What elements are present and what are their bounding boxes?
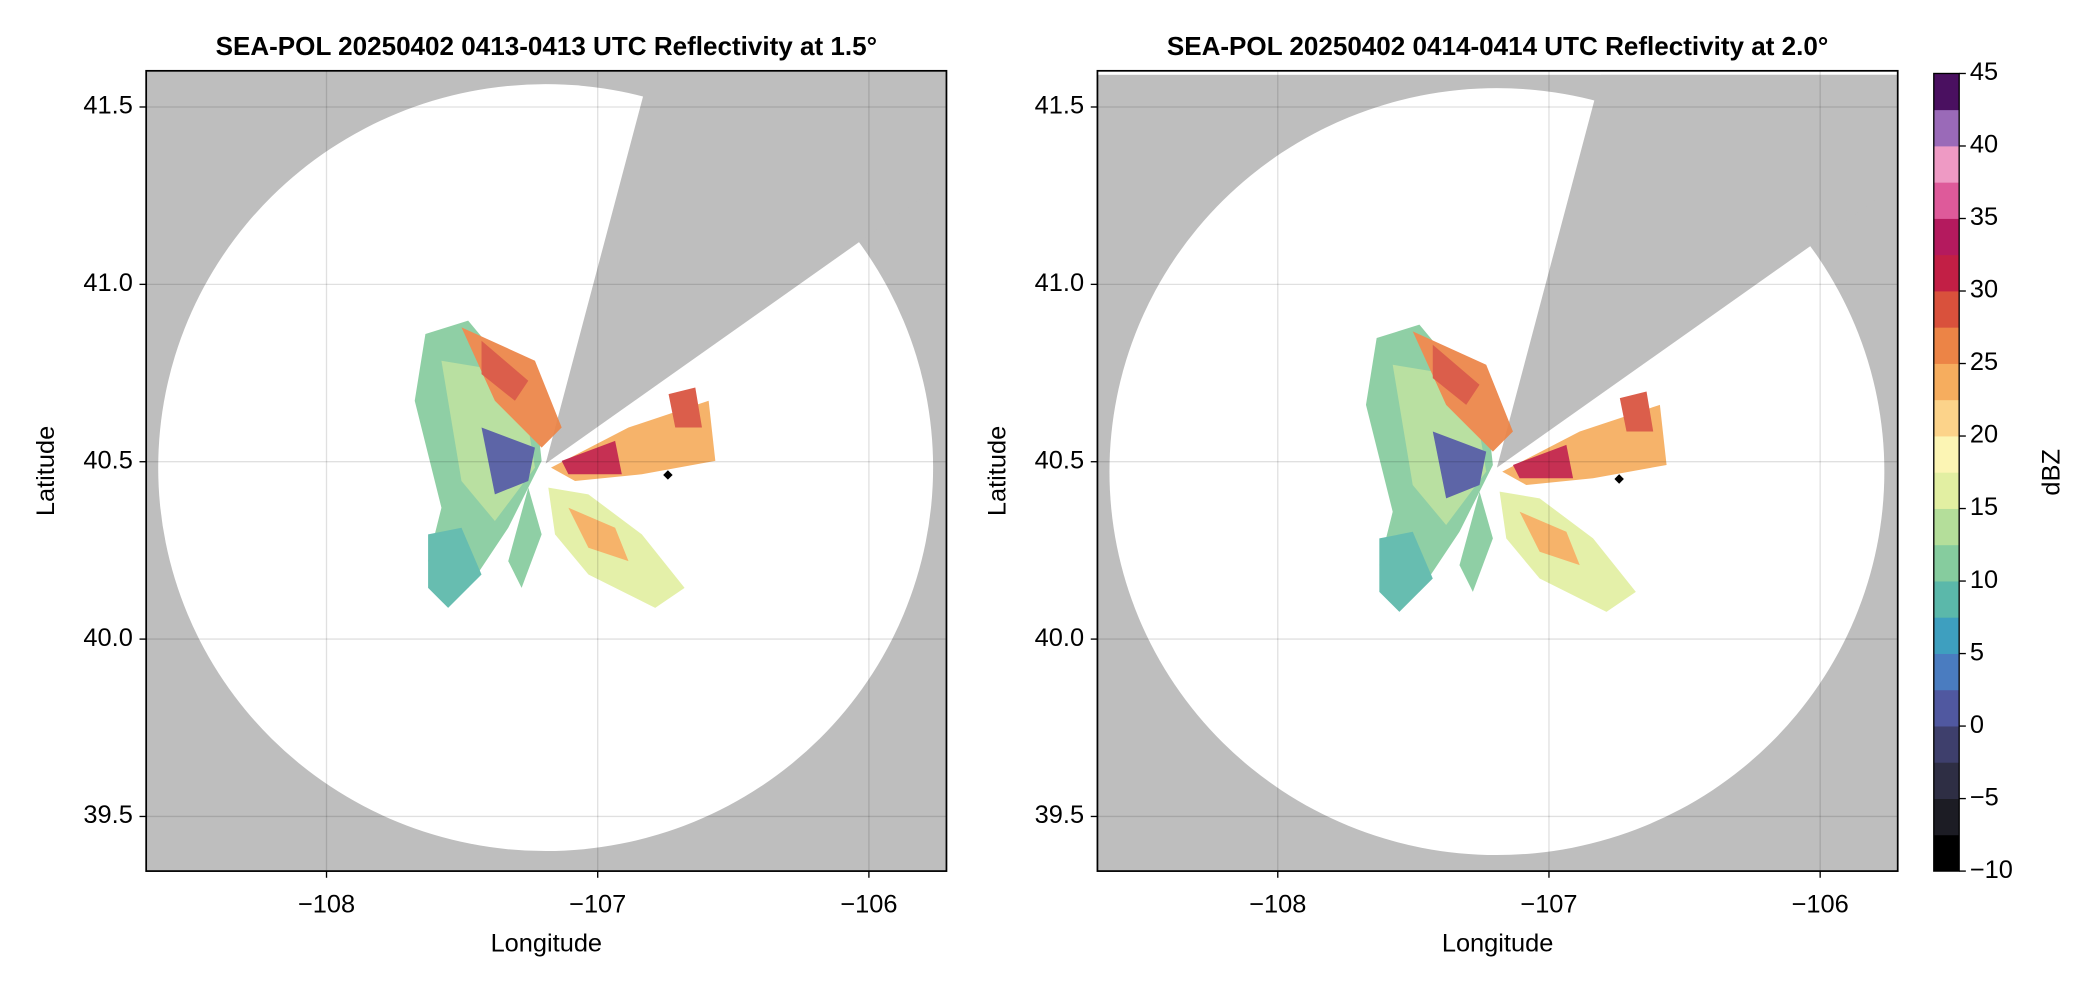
y-tick-label: 41.5 (83, 92, 132, 120)
colorbar-bin (1933, 145, 1960, 183)
x-tick-label: −106 (1792, 891, 1849, 919)
colorbar-bin (1933, 617, 1960, 654)
x-tick-label: −108 (1249, 891, 1306, 919)
colorbar-tick-label: −10 (1970, 856, 2013, 884)
colorbar-bin (1933, 544, 1960, 582)
y-tick-label: 39.5 (1035, 801, 1084, 829)
plot-frame (1096, 69, 1899, 872)
colorbar-bin (1933, 254, 1960, 292)
x-tick-label: −107 (569, 891, 626, 919)
radar-image (1097, 74, 1898, 872)
colorbar-bin (1933, 109, 1960, 147)
y-tick-label: 41.5 (1035, 92, 1084, 120)
colorbar-bin (1933, 399, 1960, 437)
colorbar-tick-label: −5 (1970, 783, 1999, 811)
colorbar-bin (1933, 689, 1960, 727)
x-axis-label: Longitude (1442, 929, 1553, 957)
colorbar-bin (1933, 327, 1960, 364)
y-tick-label: 39.5 (83, 801, 132, 829)
x-tick-label: −108 (298, 891, 355, 919)
x-axis-label: Longitude (491, 929, 602, 957)
colorbar-bin (1933, 581, 1960, 618)
colorbar-bin (1933, 182, 1960, 219)
colorbar-bin (1933, 762, 1960, 799)
chart-title: SEA-POL 20250402 0414-0414 UTC Reflectiv… (1167, 31, 1828, 61)
colorbar-tick-label: 30 (1970, 276, 1998, 304)
colorbar-bin (1933, 653, 1960, 691)
colorbar-tick-label: 10 (1970, 566, 1998, 594)
colorbar-tick-label: 15 (1970, 493, 1998, 521)
x-tick-label: −107 (1520, 891, 1577, 919)
colorbar-tick-label: 40 (1970, 131, 1998, 159)
colorbar-bin (1933, 508, 1960, 546)
y-tick-label: 40.0 (1035, 624, 1084, 652)
y-tick-label: 40.5 (1035, 446, 1084, 474)
colorbar-tick-label: 5 (1970, 638, 1984, 666)
colorbar-tick-label: 25 (1970, 348, 1998, 376)
colorbar-tick-label: 45 (1970, 58, 1998, 86)
colorbar-bin (1933, 291, 1960, 328)
colorbar-bin (1933, 73, 1960, 111)
x-tick-label: −106 (840, 891, 897, 919)
colorbar-bin (1933, 726, 1960, 763)
chart-title: SEA-POL 20250402 0413-0413 UTC Reflectiv… (216, 31, 877, 61)
colorbar-bin (1933, 218, 1960, 256)
colorbar-frame (1933, 72, 1960, 872)
colorbar-bin (1933, 798, 1960, 836)
y-axis-label: Latitude (32, 426, 60, 516)
plot-frame (145, 69, 948, 872)
y-tick-label: 41.0 (83, 269, 132, 297)
colorbar-tick-label: 20 (1970, 421, 1998, 449)
y-tick-label: 40.0 (83, 624, 132, 652)
y-axis-label: Latitude (983, 426, 1011, 516)
colorbar-bin (1933, 834, 1960, 872)
colorbar-bin (1933, 436, 1960, 473)
y-tick-label: 41.0 (1035, 269, 1084, 297)
radar-image (146, 70, 947, 872)
colorbar-bin (1933, 472, 1960, 509)
colorbar-tick-label: 0 (1970, 711, 1984, 739)
y-tick-label: 40.5 (83, 446, 132, 474)
colorbar-bin (1933, 363, 1960, 401)
colorbar-tick-label: 35 (1970, 203, 1998, 231)
colorbar-label: dBZ (2037, 449, 2065, 496)
